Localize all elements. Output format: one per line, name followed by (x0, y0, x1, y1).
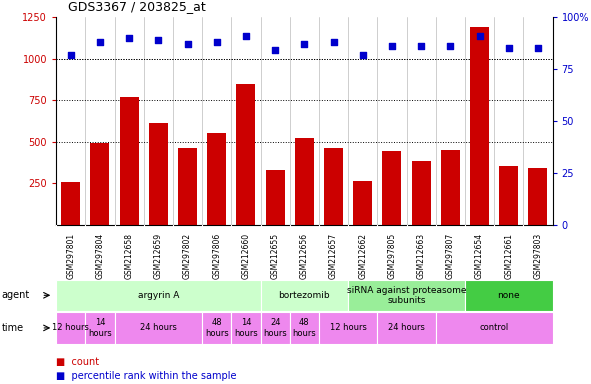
Point (183, 41, 192, 47)
Text: GSM212661: GSM212661 (504, 233, 513, 279)
Bar (412, 161, 431, 225)
Text: control: control (479, 323, 509, 333)
Text: 48
hours: 48 hours (205, 318, 229, 338)
Point (504, 45, 514, 51)
Text: 24
hours: 24 hours (263, 318, 287, 338)
Bar (261, 312, 290, 344)
Text: 24 hours: 24 hours (140, 323, 177, 333)
Text: GSM212659: GSM212659 (154, 233, 163, 279)
Point (125, 35, 134, 41)
Text: GSM212657: GSM212657 (329, 233, 338, 279)
Bar (149, 122, 168, 225)
Text: GSM212663: GSM212663 (417, 233, 426, 279)
Point (475, 33, 484, 39)
Point (358, 51, 368, 58)
Bar (441, 150, 460, 225)
Bar (378, 312, 436, 344)
Text: GSM212658: GSM212658 (125, 233, 134, 279)
Bar (261, 280, 348, 311)
Point (241, 33, 251, 39)
Bar (319, 312, 378, 344)
Text: siRNA against proteasome
subunits: siRNA against proteasome subunits (347, 286, 466, 305)
Point (446, 43, 455, 50)
Text: GSM212662: GSM212662 (358, 233, 367, 279)
Bar (115, 312, 202, 344)
Text: GSM297802: GSM297802 (183, 233, 192, 279)
Bar (202, 312, 231, 344)
Point (271, 47, 280, 53)
Bar (382, 151, 401, 225)
Text: none: none (498, 291, 520, 300)
Bar (207, 132, 226, 225)
Bar (353, 181, 372, 225)
Text: GSM212654: GSM212654 (475, 233, 484, 279)
Text: GSM297806: GSM297806 (212, 233, 221, 279)
Bar (90, 143, 109, 225)
Text: 48
hours: 48 hours (293, 318, 316, 338)
Bar (231, 312, 261, 344)
Bar (436, 312, 553, 344)
Bar (324, 148, 343, 225)
Text: 14
hours: 14 hours (88, 318, 112, 338)
Text: GSM297805: GSM297805 (388, 233, 397, 279)
Bar (348, 280, 465, 311)
Text: argyrin A: argyrin A (138, 291, 179, 300)
Point (533, 45, 543, 51)
Point (300, 41, 309, 47)
Text: GSM297801: GSM297801 (66, 233, 75, 279)
Bar (178, 147, 197, 225)
Point (66, 51, 76, 58)
Text: GSM212656: GSM212656 (300, 233, 309, 279)
Bar (56, 312, 85, 344)
Text: GSM297807: GSM297807 (446, 233, 455, 279)
Text: 24 hours: 24 hours (388, 323, 425, 333)
Point (154, 37, 163, 43)
Text: GSM212660: GSM212660 (242, 233, 251, 279)
Bar (470, 27, 489, 225)
Text: bortezomib: bortezomib (278, 291, 330, 300)
Text: ■  count: ■ count (56, 357, 99, 367)
Text: time: time (2, 323, 24, 333)
Point (387, 43, 397, 50)
Text: agent: agent (2, 290, 30, 300)
Text: 12 hours: 12 hours (330, 323, 366, 333)
Bar (119, 97, 139, 225)
Point (417, 43, 426, 50)
Bar (290, 312, 319, 344)
Text: 12 hours: 12 hours (53, 323, 89, 333)
Point (95, 39, 105, 45)
Text: GDS3367 / 203825_at: GDS3367 / 203825_at (68, 0, 206, 13)
Point (212, 39, 222, 45)
Bar (528, 168, 547, 225)
Text: 14
hours: 14 hours (234, 318, 258, 338)
Text: GSM297803: GSM297803 (534, 233, 543, 279)
Point (329, 39, 338, 45)
Bar (295, 138, 314, 225)
Text: ■  percentile rank within the sample: ■ percentile rank within the sample (56, 371, 236, 381)
Bar (61, 182, 80, 225)
Bar (266, 170, 285, 225)
Bar (499, 166, 518, 225)
Bar (85, 312, 115, 344)
Bar (56, 280, 261, 311)
Bar (465, 280, 553, 311)
Bar (236, 84, 255, 225)
Text: GSM297804: GSM297804 (96, 233, 105, 279)
Text: GSM212655: GSM212655 (271, 233, 280, 279)
